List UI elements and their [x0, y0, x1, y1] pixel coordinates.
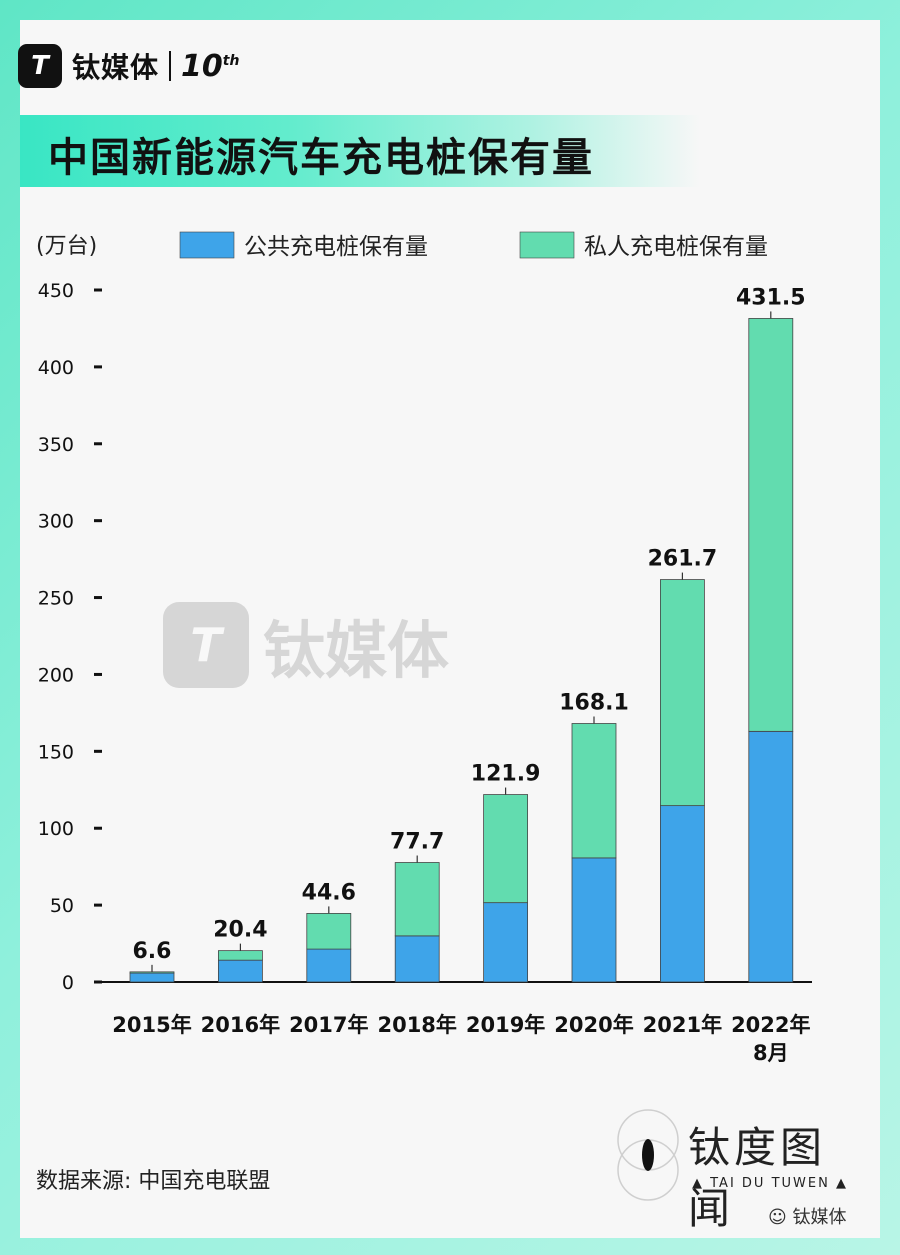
- tuwen-name: 钛度图闻: [688, 1123, 827, 1233]
- bar-segment-private: [306, 913, 352, 950]
- y-tick-label: 300: [38, 511, 74, 533]
- x-tick-label: 2020年: [554, 1013, 633, 1037]
- y-tick-label: 400: [38, 357, 74, 379]
- wechat-icon: ☺: [768, 1207, 787, 1228]
- y-tick-label: 450: [38, 280, 74, 302]
- anniversary-suffix: th: [222, 52, 240, 69]
- bar-segment-public: [394, 935, 440, 983]
- watermark-logo-icon: T: [163, 602, 249, 688]
- x-tick-label: 2022年: [731, 1013, 810, 1037]
- chart-title: 中国新能源汽车充电桩保有量: [48, 135, 594, 181]
- y-tick-label: 0: [62, 972, 74, 994]
- brand-name: 钛媒体: [72, 51, 160, 84]
- y-unit-label: (万台): [36, 234, 97, 259]
- bar-segment-public: [571, 857, 617, 983]
- total-label: 20.4: [213, 918, 267, 943]
- x-tick-label: 2016年: [201, 1013, 280, 1037]
- watermark: T 钛媒体: [163, 600, 449, 690]
- x-tick-label: 2019年: [466, 1013, 545, 1037]
- wechat-label: 钛媒体: [792, 1207, 847, 1228]
- brand-logo-icon: T: [18, 44, 62, 88]
- brand-header: T 钛媒体 10th: [18, 44, 239, 88]
- bar-segment-private: [129, 971, 175, 974]
- bar-segment-private: [571, 723, 617, 859]
- y-tick-label: 50: [50, 895, 74, 917]
- bar-segment-public: [660, 805, 705, 983]
- eye-icon: [617, 1109, 679, 1201]
- x-tick-label: 2018年: [377, 1013, 456, 1037]
- card: [20, 20, 880, 1238]
- total-label: 77.7: [390, 830, 444, 855]
- y-tick-label: 250: [38, 588, 74, 610]
- bar-segment-public: [748, 730, 794, 983]
- total-label: 261.7: [648, 547, 718, 572]
- y-tick-label: 200: [38, 664, 74, 686]
- bar-segment-private: [660, 579, 705, 807]
- bar-segment-private: [217, 950, 263, 961]
- anniversary-number: 10: [181, 48, 223, 84]
- legend-swatch-1: [179, 231, 235, 259]
- bar-segment-private: [748, 318, 794, 732]
- bar-segment-public: [483, 902, 529, 983]
- total-label: 44.6: [302, 880, 356, 905]
- legend-label-1: 公共充电桩保有量: [244, 234, 428, 260]
- x-tick-label: 2015年: [112, 1013, 191, 1037]
- legend-swatch-2: [519, 231, 575, 259]
- bar-segment-private: [394, 862, 440, 937]
- legend-label-2: 私人充电桩保有量: [584, 234, 768, 260]
- x-tick-label: 8月: [753, 1041, 789, 1065]
- bar-segment-private: [483, 794, 529, 904]
- tuwen-logo: 钛度图闻 ▲ TAI DU TUWEN ▲: [610, 1108, 870, 1233]
- total-label: 6.6: [133, 939, 172, 964]
- total-label: 121.9: [471, 762, 541, 787]
- anniversary-badge: 10th: [181, 49, 239, 84]
- tuwen-subtitle: ▲ TAI DU TUWEN ▲: [692, 1176, 848, 1191]
- watermark-name: 钛媒体: [263, 614, 450, 687]
- data-source: 数据来源: 中国充电联盟: [36, 1169, 271, 1194]
- x-tick-label: 2021年: [643, 1013, 722, 1037]
- y-tick-label: 350: [38, 434, 74, 456]
- bar-segment-public: [129, 972, 175, 983]
- wechat-source: ☺ 钛媒体: [768, 1203, 847, 1229]
- total-label: 431.5: [736, 285, 806, 310]
- stacked-bar-chart: (万台) 公共充电桩保有量 私人充电桩保有量 0 50 100 150 200 250 300 35…: [36, 231, 812, 1065]
- x-tick-label: 2017年: [289, 1013, 368, 1037]
- brand-divider: [169, 51, 172, 81]
- y-tick-label: 100: [38, 818, 74, 840]
- y-tick-label: 150: [38, 741, 74, 763]
- total-label: 168.1: [559, 690, 629, 715]
- bar-segment-public: [217, 959, 263, 983]
- bar-segment-public: [306, 948, 352, 983]
- title-bar: 中国新能源汽车充电桩保有量: [20, 115, 700, 187]
